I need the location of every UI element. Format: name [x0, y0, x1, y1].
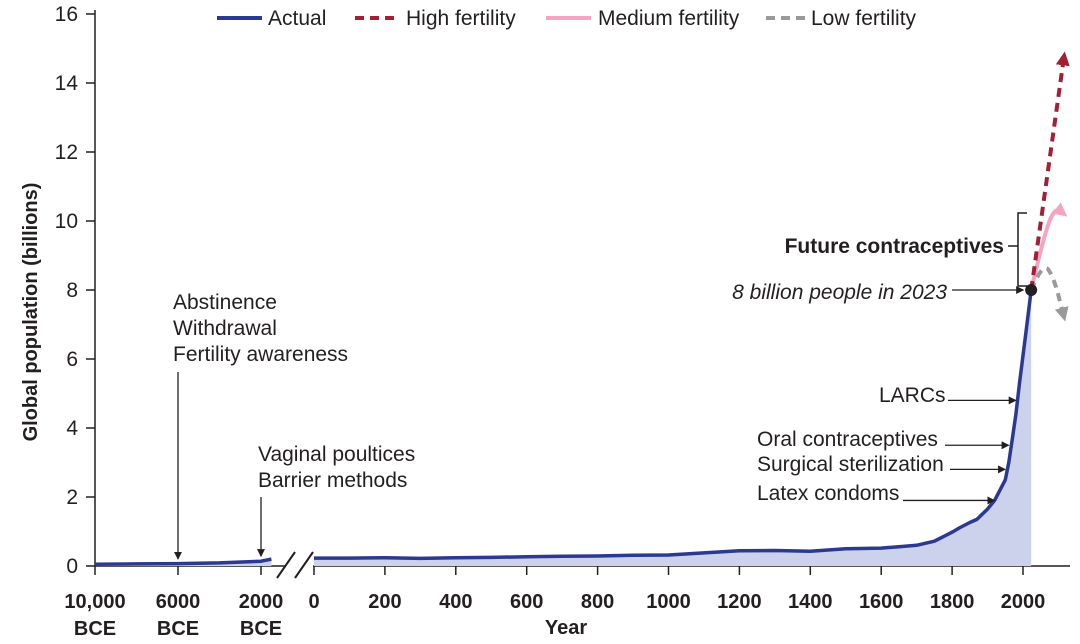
- y-tick-label: 0: [66, 555, 78, 578]
- y-axis-label: Global population (billions): [20, 183, 42, 442]
- y-tick-label: 4: [66, 417, 78, 440]
- legend-item-medium-fertility: Medium fertility: [546, 7, 740, 30]
- x-tick-label: 1400: [788, 591, 833, 613]
- area-actual-ce: [314, 290, 1032, 566]
- axis-break-icon: [276, 551, 314, 579]
- y-tick-label: 10: [55, 210, 78, 233]
- x-ticks: 10,000 BCE 6000 BCE 2000 BCE 0 200 400 600 800 1000…: [64, 566, 1045, 640]
- line-actual-ce: [314, 289, 1033, 561]
- x-tick-label: 0: [308, 591, 319, 613]
- x-tick-label-bce-suffix: BCE: [240, 618, 282, 640]
- x-tick-label-bce: 10,000: [64, 591, 125, 613]
- x-tick-label-bce-suffix: BCE: [157, 618, 199, 640]
- x-tick-label: 1000: [646, 591, 691, 613]
- x-tick-label: 1600: [859, 591, 904, 613]
- y-ticks: 0 2 4 6 8 10 12 14 16: [55, 3, 95, 578]
- legend-label-high-fertility: High fertility: [406, 7, 516, 30]
- annotation-barrier-methods: Barrier methods: [258, 469, 407, 492]
- legend-item-high-fertility: High fertility: [355, 7, 516, 30]
- line-low-fertility: [1029, 266, 1069, 322]
- x-tick-label: 800: [581, 591, 614, 613]
- x-tick-label: 400: [439, 591, 472, 613]
- annotations: Abstinence Withdrawal Fertility awarenes…: [173, 212, 1027, 560]
- annotation-milestone: 8 billion people in 2023: [732, 281, 1025, 304]
- annotation-surgical: Surgical sterilization: [757, 453, 1007, 476]
- annotation-vaginal-poultices: Vaginal poultices: [258, 443, 415, 466]
- annotation-abstinence: Abstinence: [173, 291, 277, 314]
- annotation-larcs-text: LARCs: [879, 384, 946, 407]
- annotation-fertility-awareness: Fertility awareness: [173, 343, 348, 366]
- y-tick-label: 6: [66, 348, 78, 371]
- x-tick-label: 1800: [930, 591, 975, 613]
- x-tick-label-bce: 2000: [239, 591, 284, 613]
- y-tick-label: 14: [55, 72, 79, 95]
- annotation-larcs: LARCs: [879, 384, 1017, 407]
- line-actual-bce: [94, 557, 272, 567]
- annotation-oral: Oral contraceptives: [757, 428, 1010, 451]
- annotation-oral-text: Oral contraceptives: [757, 428, 938, 451]
- legend: Actual High fertility Medium fertility L…: [217, 7, 917, 30]
- future-bracket: [1008, 212, 1027, 287]
- annotation-latex-text: Latex condoms: [757, 482, 899, 505]
- annotation-8-billion: 8 billion people in 2023: [732, 281, 947, 304]
- annotation-surgical-text: Surgical sterilization: [757, 453, 944, 476]
- annotation-withdrawal: Withdrawal: [173, 317, 277, 340]
- annotation-future-contraceptives: Future contraceptives: [785, 212, 1027, 287]
- y-tick-label: 2: [66, 486, 78, 509]
- x-tick-label: 1200: [717, 591, 762, 613]
- x-tick-label: 600: [510, 591, 543, 613]
- x-tick-label-bce-suffix: BCE: [74, 618, 116, 640]
- annotation-latex: Latex condoms: [757, 482, 996, 505]
- legend-label-actual: Actual: [268, 7, 326, 30]
- legend-item-low-fertility: Low fertility: [766, 7, 917, 30]
- annotation-ancient-methods: Abstinence Withdrawal Fertility awarenes…: [173, 291, 348, 560]
- legend-item-actual: Actual: [217, 7, 326, 30]
- series-layer: [94, 51, 1070, 567]
- y-tick-label: 8: [66, 279, 78, 302]
- annotation-future-text: Future contraceptives: [785, 235, 1004, 258]
- y-tick-label: 12: [55, 141, 78, 164]
- legend-label-low-fertility: Low fertility: [811, 7, 917, 30]
- y-tick-label: 16: [55, 3, 78, 26]
- line-high-fertility: [1029, 51, 1070, 291]
- x-tick-label: 200: [368, 591, 401, 613]
- x-axis-label: Year: [545, 617, 587, 639]
- x-tick-label: 2000: [1001, 591, 1046, 613]
- milestone-point-2023: [1025, 284, 1038, 296]
- legend-label-medium-fertility: Medium fertility: [598, 7, 740, 30]
- x-tick-label-bce: 6000: [156, 591, 201, 613]
- annotation-early-methods: Vaginal poultices Barrier methods: [257, 443, 415, 558]
- line-medium-fertility: [1029, 202, 1068, 291]
